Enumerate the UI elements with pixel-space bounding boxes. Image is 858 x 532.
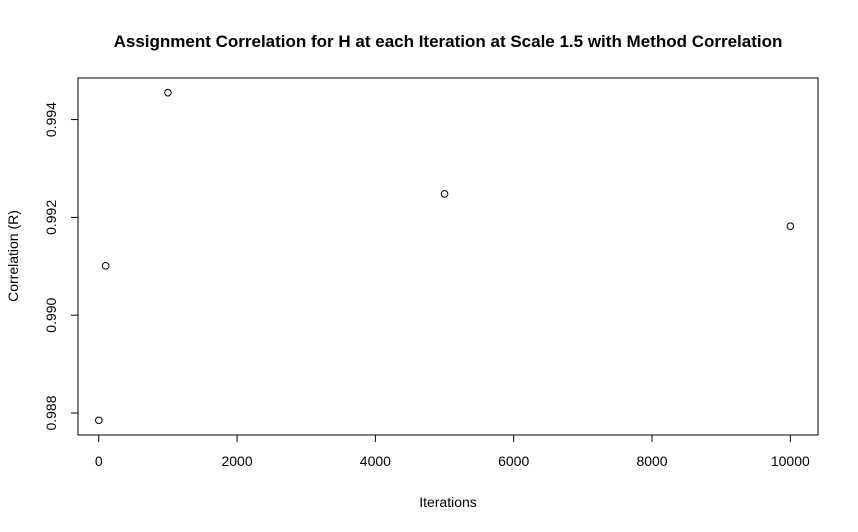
- y-axis: 0.988 0.990 0.992 0.994: [43, 102, 79, 431]
- y-tick-label: 0.988: [43, 395, 59, 430]
- x-tick-label: 6000: [498, 453, 529, 469]
- x-tick-label: 4000: [360, 453, 391, 469]
- x-tick-label: 0: [95, 453, 103, 469]
- data-point: [164, 88, 172, 97]
- data-point: [786, 222, 795, 230]
- plot-area-frame: [77, 77, 819, 436]
- y-tick-label: 0.990: [43, 297, 59, 332]
- x-tick-label: 10000: [771, 453, 810, 469]
- chart-title: Assignment Correlation for H at each Ite…: [114, 32, 783, 51]
- y-tick-label: 0.994: [43, 102, 59, 137]
- data-point: [95, 416, 103, 425]
- x-tick-label: 8000: [636, 453, 667, 469]
- x-axis: 0 2000 4000 6000 8000 10000: [95, 434, 810, 469]
- x-tick-label: 2000: [221, 453, 252, 469]
- y-tick-label: 0.992: [43, 200, 59, 235]
- data-points: [95, 88, 795, 425]
- y-axis-label: Correlation (R): [5, 210, 21, 302]
- data-point: [440, 190, 449, 198]
- x-axis-label: Iterations: [419, 494, 477, 510]
- data-point: [101, 261, 110, 270]
